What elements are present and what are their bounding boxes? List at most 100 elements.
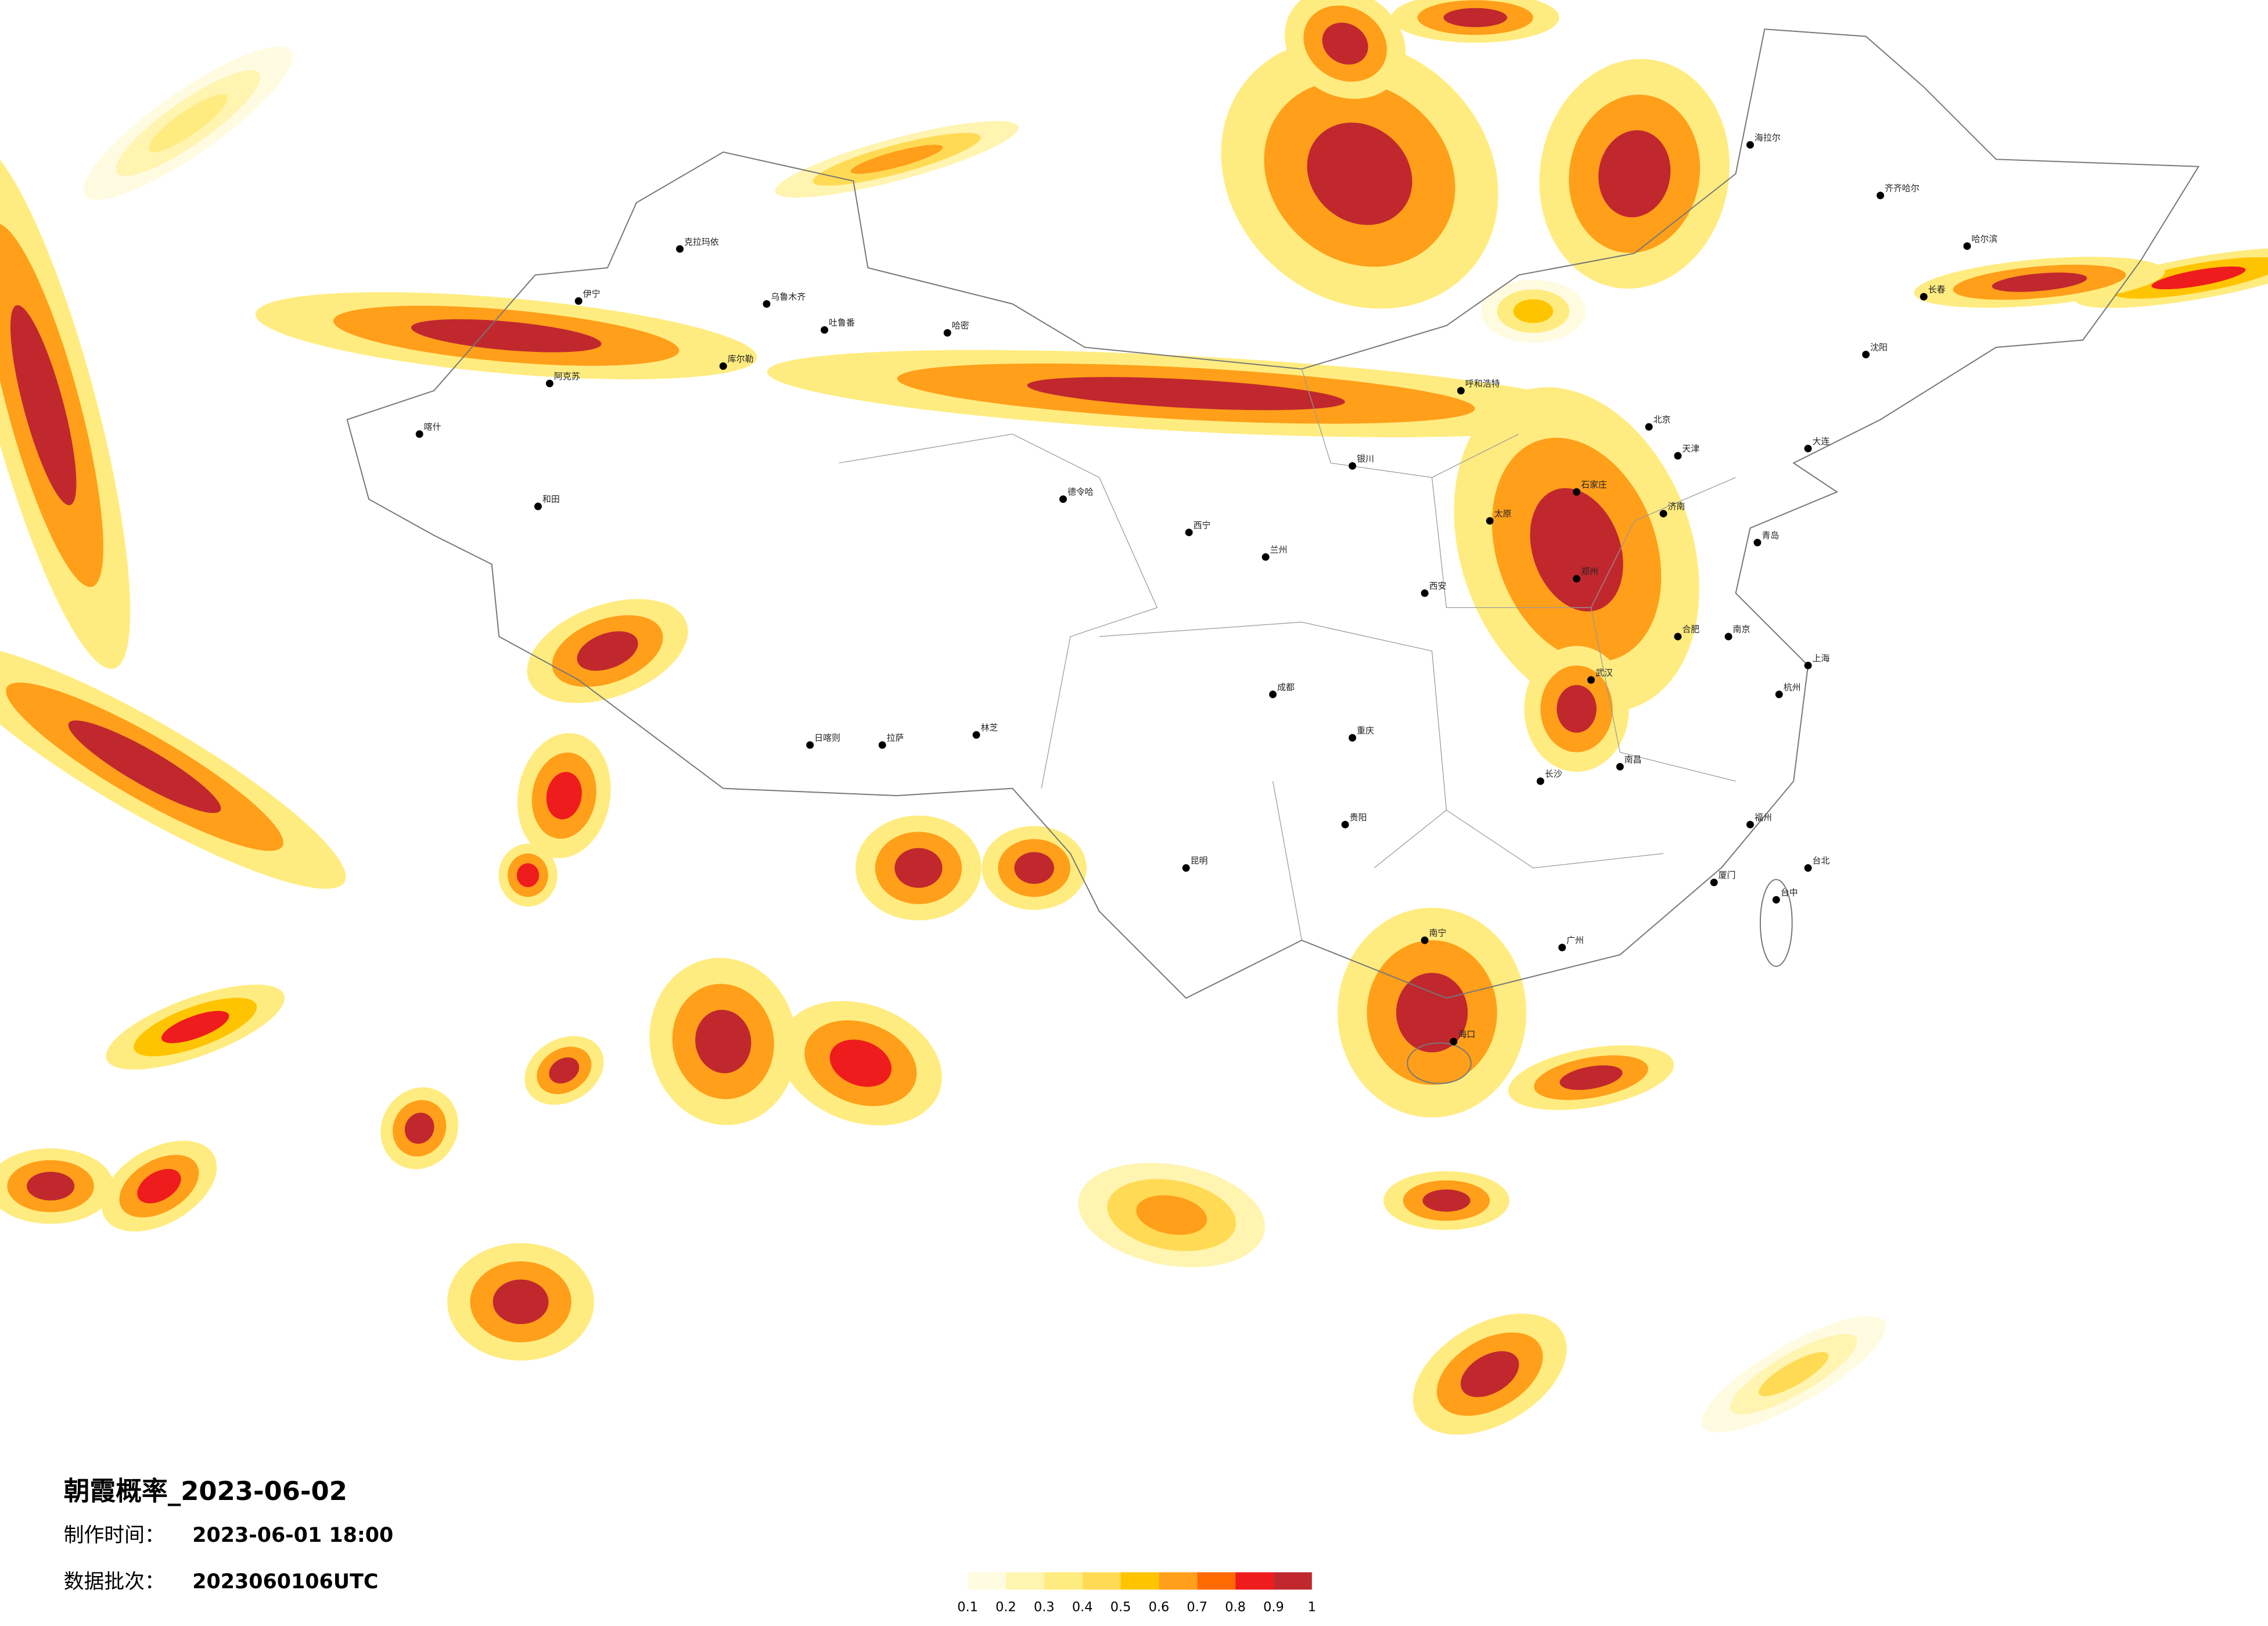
city-label: 长沙 — [1545, 769, 1562, 779]
city-dot — [1421, 936, 1429, 944]
city-label: 克拉玛依 — [684, 236, 719, 247]
china-outline — [346, 28, 2200, 999]
probability-area — [68, 720, 221, 814]
city-dot — [1804, 661, 1812, 670]
city-label: 库尔勒 — [728, 354, 754, 364]
probability-area — [1396, 973, 1468, 1053]
city-label: 南昌 — [1624, 754, 1642, 765]
city-label: 沈阳 — [1870, 342, 1888, 352]
city-label: 哈密 — [952, 321, 969, 331]
city-label: 哈尔滨 — [1971, 233, 1997, 244]
city-dot — [1877, 192, 1885, 200]
city-dot — [1457, 387, 1465, 395]
city-label: 日喀则 — [814, 732, 840, 743]
city-label: 兰州 — [1270, 545, 1288, 555]
city-dot — [1775, 690, 1783, 699]
hainan-outline — [1407, 1042, 1472, 1084]
city-label: 齐齐哈尔 — [1885, 183, 1920, 193]
probability-area — [10, 305, 77, 505]
city-dot — [574, 297, 583, 305]
province-lines — [839, 369, 1736, 941]
city-dot — [972, 731, 980, 739]
batch: 2023060106UTC — [192, 1570, 378, 1593]
legend-tick-label: 1 — [1308, 1600, 1316, 1615]
city-dot — [1746, 141, 1754, 149]
legend-swatch — [1197, 1572, 1236, 1590]
city-label: 德令哈 — [1067, 487, 1094, 497]
legend-tick-label: 0.2 — [995, 1600, 1016, 1615]
city-dot — [1421, 589, 1429, 597]
city-label: 石家庄 — [1581, 480, 1607, 490]
city-label: 海拉尔 — [1755, 132, 1781, 143]
probability-area — [1598, 130, 1671, 218]
city-label: 银川 — [1357, 454, 1374, 464]
city-dot — [1573, 575, 1581, 583]
probability-area — [1759, 1352, 1829, 1397]
made-label: 制作时间： — [64, 1524, 165, 1547]
city-dot — [1659, 510, 1667, 517]
probability-area — [1557, 685, 1597, 733]
city-dot — [1746, 821, 1754, 829]
probability-area — [1307, 123, 1412, 225]
probability-area — [1422, 1189, 1471, 1212]
legend-swatch — [968, 1572, 1006, 1590]
probability-areas — [0, 0, 2268, 1435]
city-label: 上海 — [1813, 653, 1830, 664]
boundaries — [346, 28, 2200, 1084]
probability-area — [1460, 1351, 1519, 1397]
city-label: 杭州 — [1784, 682, 1801, 692]
probability-area — [1136, 1195, 1207, 1235]
city-label: 南宁 — [1429, 928, 1447, 938]
city-dot — [1616, 762, 1624, 771]
city-dot — [1185, 528, 1193, 537]
probability-area — [894, 848, 943, 888]
legend-swatch — [1005, 1572, 1044, 1590]
probability-area — [2151, 266, 2246, 290]
city-dot — [1059, 495, 1067, 503]
city-dot — [1269, 690, 1277, 699]
legend-tick-label: 0.8 — [1225, 1600, 1246, 1615]
legend-tick-label: 0.4 — [1072, 1600, 1093, 1615]
city-dot — [719, 362, 727, 370]
city-dot — [1450, 1038, 1458, 1045]
city-label: 台中 — [1781, 887, 1798, 898]
probability-area — [1014, 852, 1054, 884]
city-label: 广州 — [1566, 935, 1584, 945]
city-dot — [676, 245, 684, 253]
city-label: 成都 — [1277, 682, 1295, 692]
city-label: 台北 — [1813, 855, 1830, 866]
city-label: 厦门 — [1719, 870, 1736, 880]
city-label: 济南 — [1667, 501, 1685, 512]
legend-swatch — [1044, 1572, 1083, 1590]
probability-area — [148, 94, 228, 153]
city-dot — [1772, 895, 1780, 904]
legend-tick-label: 0.3 — [1034, 1600, 1055, 1615]
probability-area — [161, 1010, 229, 1044]
city-label: 长春 — [1928, 284, 1946, 294]
city-dot — [1349, 734, 1357, 742]
probability-area — [546, 772, 582, 819]
batch-label: 数据批次： — [64, 1570, 165, 1593]
city-dot — [1710, 879, 1718, 887]
probability-area — [404, 1113, 434, 1144]
city-dot — [1558, 944, 1566, 952]
city-label: 海口 — [1458, 1029, 1475, 1039]
probability-area — [1559, 1065, 1623, 1090]
city-label: 合肥 — [1682, 624, 1699, 635]
city-dot — [806, 741, 814, 749]
city-dot — [1182, 864, 1190, 872]
legend-tick-label: 0.7 — [1187, 1600, 1207, 1615]
legend-swatch — [1273, 1572, 1312, 1590]
city-dot — [1804, 864, 1812, 872]
probability-area — [850, 145, 943, 174]
probability-area — [1513, 299, 1554, 323]
city-dot — [1486, 517, 1494, 525]
city-dot — [878, 741, 886, 749]
probability-area — [516, 863, 540, 887]
city-label: 北京 — [1654, 415, 1671, 425]
city-dot — [943, 329, 951, 337]
city-label: 青岛 — [1762, 530, 1779, 541]
probability-area — [577, 631, 638, 671]
probability-area — [695, 1009, 752, 1074]
legend-tick-label: 0.9 — [1263, 1600, 1284, 1615]
